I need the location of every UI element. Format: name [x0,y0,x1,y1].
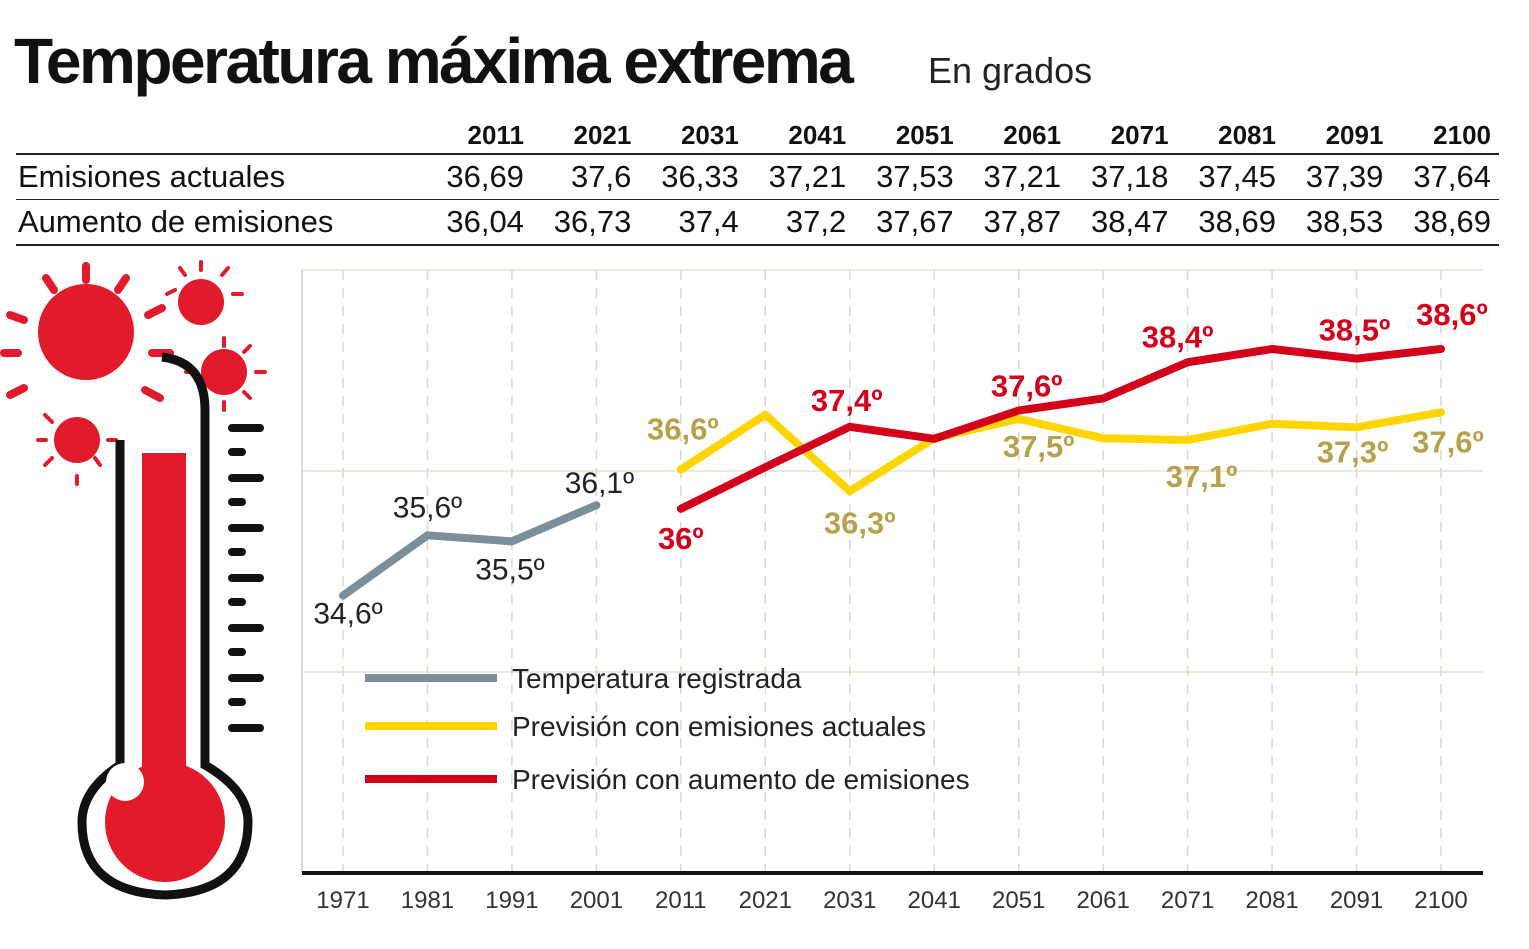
thermometer-column [142,453,186,798]
data-label: 38,4º [1142,319,1214,354]
x-tick-label: 2011 [655,887,707,914]
table-cell: 37,18 [1069,154,1177,200]
table-cell: 37,6 [531,154,640,200]
data-label: 37,6º [1412,424,1484,459]
data-label: 36,1º [565,467,634,500]
table-cell: 38,69 [1391,199,1499,246]
data-label: 37,4º [811,383,883,418]
table-cell: 37,21 [961,154,1070,200]
table-header-year: 2011 [424,118,532,155]
table-cell: 38,47 [1069,199,1177,246]
table-header-empty [16,118,425,155]
table-cell: 37,45 [1176,154,1284,200]
data-label: 37,6º [991,368,1063,403]
x-tick-label: 2100 [1414,887,1467,914]
table-cell: 38,53 [1283,199,1392,246]
data-label: 38,5º [1319,313,1391,348]
table-cell: 36,33 [639,154,747,200]
x-tick-label: 2001 [570,887,623,914]
legend-label: Previsión con emisiones actuales [512,711,926,742]
data-label: 37,5º [1003,429,1075,464]
sun-icon [178,279,224,325]
row-label: Emisiones actuales [16,154,425,200]
sun-icon [201,349,247,395]
data-label: 35,6º [393,491,462,524]
x-tick-label: 2091 [1330,887,1383,914]
chart-title: Temperatura máxima extrema [14,25,854,97]
data-label: 37,1º [1166,459,1238,494]
x-tick-label: 2031 [823,887,876,914]
series-line-2 [676,344,1445,513]
x-tick-label: 2041 [908,887,961,914]
data-label: 35,5º [475,553,544,586]
table-row: Emisiones actuales 36,69 37,6 36,33 37,2… [16,154,1499,200]
table-cell: 37,39 [1283,154,1392,200]
table-header-year: 2041 [746,118,855,155]
table-cell: 37,21 [746,154,855,200]
table-header-year: 2081 [1176,118,1284,155]
table-header-year: 2021 [531,118,640,155]
data-label: 38,6º [1416,297,1488,332]
sun-icon [38,284,134,380]
x-tick-label: 1991 [485,887,538,914]
data-label: 36,6º [647,412,719,447]
row-label: Aumento de emisiones [16,199,425,246]
series-line-1 [676,408,1445,496]
table-cell: 36,73 [531,199,640,246]
thermometer-icon [0,260,267,900]
legend-label: Temperatura registrada [512,663,802,694]
data-label: 34,6º [313,598,382,631]
data-label: 36,3º [824,505,896,540]
table-cell: 37,87 [961,199,1070,246]
table-cell: 37,2 [746,199,855,246]
table-header-year: 2100 [1391,118,1499,155]
table-header-year: 2031 [639,118,747,155]
x-tick-label: 1971 [316,887,369,914]
sun-icon [54,417,100,463]
table-header-row: 2011 2021 2031 2041 2051 2061 2071 2081 … [16,118,1499,155]
table-header-year: 2061 [961,118,1070,155]
x-tick-label: 2071 [1161,887,1214,914]
table-cell: 38,69 [1176,199,1284,246]
data-table: 2011 2021 2031 2041 2051 2061 2071 2081 … [16,118,1499,246]
x-tick-label: 1981 [401,887,454,914]
x-tick-label: 2081 [1245,887,1298,914]
table-header-year: 2071 [1069,118,1177,155]
table-cell: 37,4 [639,199,747,246]
thermometer-outline [77,352,253,900]
table-cell: 37,67 [854,199,962,246]
chart-subtitle: En grados [928,50,1093,91]
table-header-year: 2091 [1283,118,1392,155]
legend-label: Previsión con aumento de emisiones [512,764,970,795]
x-tick-label: 2061 [1076,887,1129,914]
series-line-0 [339,501,601,600]
table-cell: 37,53 [854,154,962,200]
bulb-highlight [106,763,144,801]
table-cell: 36,69 [424,154,532,200]
thermometer-scale [228,424,264,732]
x-tick-label: 2021 [739,887,792,914]
data-label: 37,3º [1317,434,1389,469]
data-label: 36º [658,521,704,556]
table-header-year: 2051 [854,118,962,155]
table-row: Aumento de emisiones 36,04 36,73 37,4 37… [16,199,1499,246]
x-tick-label: 2051 [992,887,1045,914]
table-cell: 36,04 [424,199,532,246]
table-cell: 37,64 [1391,154,1499,200]
